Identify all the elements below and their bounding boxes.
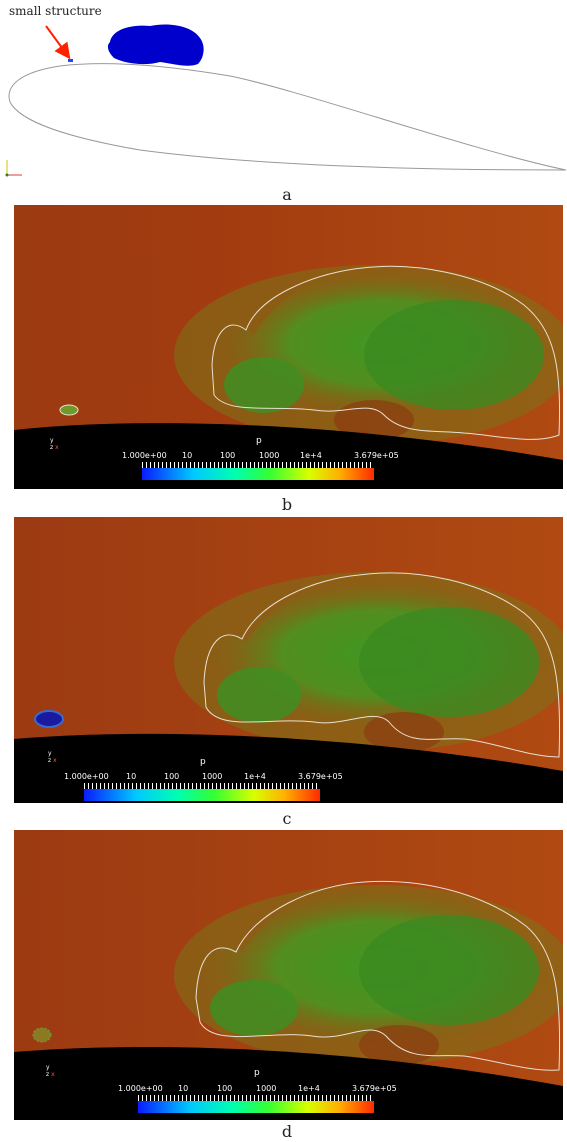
vortex-contour [203, 572, 561, 758]
small-structure [34, 710, 64, 728]
panel-c: y z x p 1.000e+00 10 100 1000 1e+4 3.679… [14, 517, 563, 803]
panel-b: y z x p 1.000e+00 10 100 1000 1e+4 3.679… [14, 205, 563, 489]
colorbar-label-b-2: 100 [220, 451, 236, 460]
colorbar-ticks-b [142, 462, 374, 468]
colorbar-label-c-5: 3.679e+05 [298, 772, 343, 781]
colorbar-label-b-4: 1e+4 [300, 451, 322, 460]
axes-triad-b: y z x [50, 437, 59, 451]
colorbar-label-d-5: 3.679e+05 [352, 1084, 397, 1093]
colorbar-label-c-1: 10 [126, 772, 137, 781]
axes-triad-c: y z x [48, 750, 57, 764]
colorbar-label-b-1: 10 [182, 451, 193, 460]
colorbar-d [138, 1101, 374, 1113]
vortex-blob [107, 24, 204, 66]
small-structure [59, 404, 79, 416]
colorbar-title-c: p [200, 757, 206, 767]
panel-d: y z x p 1.000e+00 10 100 1000 1e+4 3.679… [14, 830, 563, 1120]
colorbar-label-c-3: 1000 [202, 772, 223, 781]
vortex-contour [211, 265, 561, 440]
colorbar-b [142, 468, 374, 480]
colorbar-label-b-0: 1.000e+00 [122, 451, 167, 460]
axes-triad-a [5, 160, 22, 177]
panel-a: small structure a [0, 0, 567, 205]
small-structure [32, 1027, 52, 1043]
annotation-label: small structure [9, 4, 102, 18]
colorbar-label-d-0: 1.000e+00 [118, 1084, 163, 1093]
colorbar-c [84, 789, 320, 801]
colorbar-label-b-3: 1000 [259, 451, 280, 460]
axes-triad-d: y z x [46, 1064, 55, 1078]
vortex-contour [195, 880, 561, 1071]
colorbar-title-b: p [256, 436, 262, 446]
caption-b: b [281, 495, 293, 514]
caption-d: d [281, 1122, 293, 1141]
caption-c: c [282, 809, 292, 828]
airfoil-figure [5, 24, 567, 177]
airfoil-outline [8, 63, 567, 171]
small-structure-marker [68, 59, 73, 62]
annotation-arrow [45, 25, 71, 60]
colorbar-label-d-1: 10 [178, 1084, 189, 1093]
colorbar-label-d-4: 1e+4 [298, 1084, 320, 1093]
colorbar-label-c-0: 1.000e+00 [64, 772, 109, 781]
colorbar-ticks-d [138, 1095, 374, 1101]
colorbar-label-b-5: 3.679e+05 [354, 451, 399, 460]
colorbar-label-c-4: 1e+4 [244, 772, 266, 781]
colorbar-label-c-2: 100 [164, 772, 180, 781]
colorbar-label-d-2: 100 [217, 1084, 233, 1093]
caption-a: a [282, 185, 292, 204]
colorbar-label-d-3: 1000 [256, 1084, 277, 1093]
colorbar-title-d: p [254, 1068, 260, 1078]
colorbar-ticks-c [84, 783, 320, 789]
